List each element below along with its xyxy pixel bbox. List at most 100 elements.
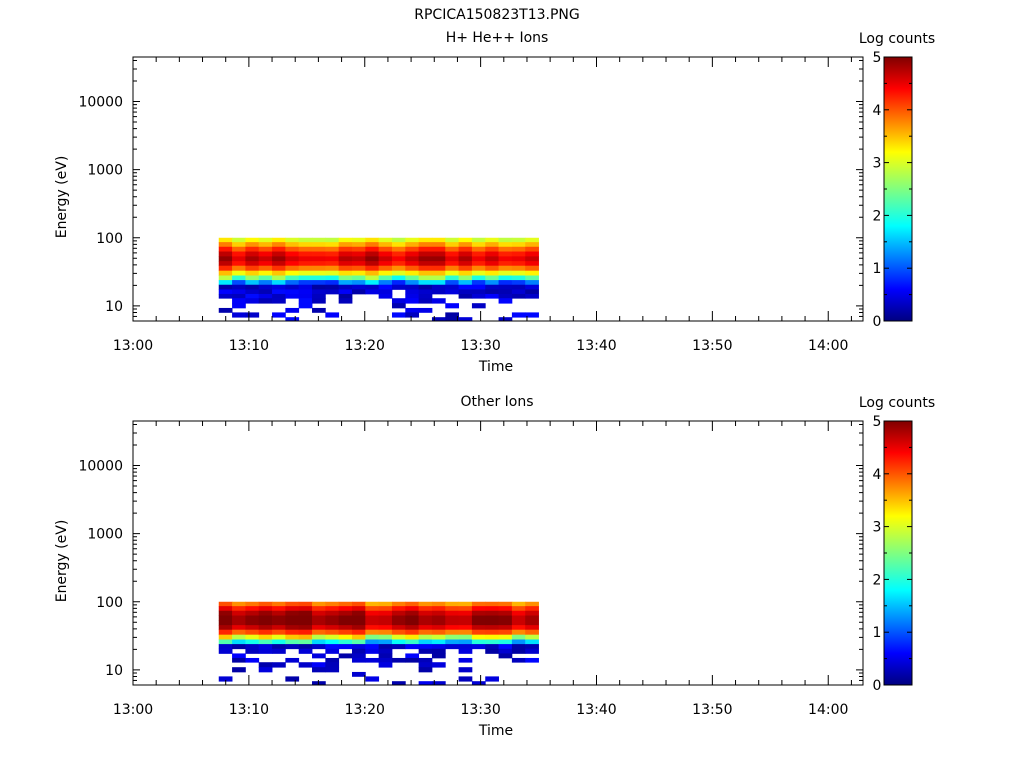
heatmap-cell <box>272 312 286 318</box>
heatmap-cell <box>258 289 273 295</box>
heatmap-cell <box>272 293 286 299</box>
heatmap-cell <box>232 275 246 281</box>
heatmap-cell <box>338 275 353 281</box>
heatmap-cell <box>218 648 233 654</box>
heatmap-cell <box>325 625 340 631</box>
heatmap-cell <box>245 620 260 626</box>
heatmap-cell <box>312 620 326 626</box>
heatmap-cell <box>498 246 513 252</box>
heatmap-cell <box>391 256 406 262</box>
heatmap-cell <box>352 634 366 640</box>
heatmap-cell <box>445 280 460 286</box>
heatmap-cell <box>391 610 406 616</box>
heatmap-cell <box>405 242 420 248</box>
heatmap-cell <box>272 662 286 668</box>
colorbar-tick-label: 0 <box>873 314 882 330</box>
heatmap-cell <box>365 644 380 650</box>
heatmap-cell <box>298 625 313 631</box>
heatmap-cell <box>458 293 473 299</box>
heatmap-cell <box>405 280 420 286</box>
heatmap-cell <box>418 606 433 612</box>
heatmap-cell <box>325 606 340 612</box>
heatmap-cell <box>378 657 393 663</box>
heatmap-cell <box>312 601 326 607</box>
heatmap-cell <box>405 265 420 272</box>
heatmap-cell <box>312 284 326 290</box>
heatmap-cell <box>325 644 340 650</box>
x-tick-label: 13:50 <box>692 338 732 354</box>
heatmap-cell <box>378 237 393 243</box>
heatmap-cell <box>525 644 539 650</box>
heatmap-cell <box>511 270 526 276</box>
heatmap-cell <box>232 303 246 309</box>
heatmap-cell <box>298 648 313 654</box>
x-tick-label: 13:10 <box>229 702 269 718</box>
heatmap-cell <box>445 237 460 243</box>
heatmap-cell <box>245 237 260 243</box>
heatmap-cell <box>431 265 446 272</box>
heatmap-cell <box>485 648 499 654</box>
heatmap-cell <box>431 251 446 257</box>
heatmap-cell <box>445 601 460 607</box>
heatmap-cell <box>498 648 513 654</box>
heatmap-cell <box>312 298 326 304</box>
heatmap-cell <box>352 648 366 654</box>
heatmap-cell <box>338 237 353 243</box>
heatmap-cell <box>258 639 273 645</box>
heatmap-cell <box>431 261 446 267</box>
heatmap-cell <box>511 644 526 650</box>
heatmap-cell <box>365 256 380 262</box>
heatmap-cell <box>338 265 353 272</box>
heatmap-cell <box>378 246 393 252</box>
heatmap-cell <box>285 284 300 290</box>
heatmap-cell <box>458 265 473 272</box>
heatmap-cell <box>312 280 326 286</box>
heatmap-cell <box>391 303 406 309</box>
heatmap-cell <box>471 256 486 262</box>
heatmap-cell <box>498 639 513 645</box>
heatmap-cell <box>525 256 539 262</box>
heatmap-cell <box>485 275 499 281</box>
heatmap-cell <box>338 653 353 659</box>
heatmap-cell <box>445 606 460 612</box>
panel-title: Other Ions <box>460 394 533 410</box>
heatmap-cell <box>458 676 473 682</box>
heatmap-cell <box>245 289 260 295</box>
heatmap-cell <box>258 280 273 286</box>
heatmap-cell <box>418 246 433 252</box>
heatmap-cell <box>431 625 446 631</box>
heatmap-cell <box>405 275 420 281</box>
heatmap-cell <box>232 601 246 607</box>
heatmap-cell <box>258 629 273 636</box>
heatmap-cell <box>258 284 273 290</box>
heatmap-cell <box>498 261 513 267</box>
heatmap-cell <box>525 265 539 272</box>
heatmap-cell <box>525 634 539 640</box>
heatmap-cell <box>458 601 473 607</box>
heatmap-cell <box>258 293 273 299</box>
heatmap-cell <box>352 620 366 626</box>
heatmap-cell <box>352 657 366 663</box>
heatmap-cell <box>525 657 539 663</box>
heatmap-cell <box>471 644 486 650</box>
heatmap-cell <box>405 293 420 299</box>
heatmap-cell <box>352 237 366 243</box>
heatmap-cell <box>272 615 286 621</box>
heatmap-cell <box>431 681 446 686</box>
heatmap-cell <box>431 662 446 668</box>
heatmap-cell <box>325 312 340 318</box>
x-tick-label: 13:40 <box>576 338 616 354</box>
colorbar <box>883 56 913 322</box>
heatmap-cell <box>285 251 300 257</box>
heatmap-cell <box>391 237 406 243</box>
heatmap-cell <box>258 237 273 243</box>
heatmap-cell <box>511 289 526 295</box>
heatmap-cell <box>272 601 286 607</box>
heatmap-cell <box>272 275 286 281</box>
heatmap-cell <box>245 280 260 286</box>
heatmap-cell <box>525 261 539 267</box>
heatmap-cell <box>338 251 353 257</box>
heatmap-cell <box>525 629 539 636</box>
heatmap-cell <box>391 657 406 663</box>
heatmap-cell <box>312 610 326 616</box>
